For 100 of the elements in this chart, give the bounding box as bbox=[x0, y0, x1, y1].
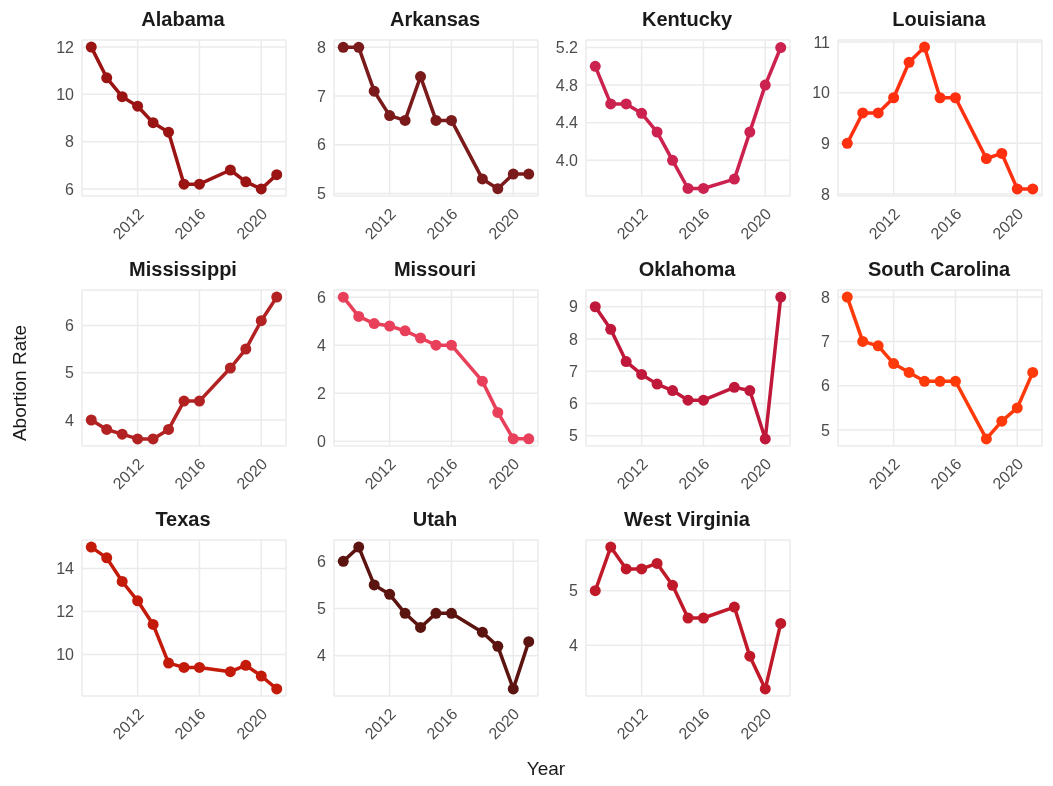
point bbox=[759, 79, 771, 91]
point bbox=[919, 375, 931, 387]
point bbox=[605, 323, 617, 335]
point bbox=[744, 385, 756, 397]
point bbox=[980, 433, 992, 445]
point bbox=[399, 114, 411, 126]
point bbox=[337, 41, 349, 53]
point bbox=[255, 670, 267, 682]
point bbox=[132, 100, 144, 112]
point bbox=[101, 552, 113, 564]
point bbox=[759, 433, 771, 445]
point bbox=[85, 41, 97, 53]
y-tick-label: 7 bbox=[569, 362, 579, 380]
chart-title: Texas bbox=[154, 508, 212, 532]
point bbox=[116, 428, 128, 440]
point bbox=[1027, 183, 1039, 195]
y-tick-label: 8 bbox=[569, 330, 579, 348]
point bbox=[728, 173, 740, 185]
point bbox=[996, 415, 1008, 427]
point bbox=[415, 332, 427, 344]
y-tick-label: 2 bbox=[317, 384, 327, 402]
point bbox=[651, 378, 663, 390]
point bbox=[697, 182, 709, 194]
point bbox=[224, 666, 236, 678]
y-tick-label: 8 bbox=[821, 185, 831, 203]
point bbox=[949, 375, 961, 387]
point bbox=[240, 343, 252, 355]
point bbox=[101, 72, 113, 84]
y-tick-label: 4 bbox=[65, 411, 75, 429]
y-tick-label: 6 bbox=[569, 395, 579, 413]
point bbox=[271, 169, 283, 181]
y-tick-label: 11 bbox=[813, 33, 831, 51]
point bbox=[934, 375, 946, 387]
point bbox=[116, 575, 128, 587]
point bbox=[728, 381, 740, 393]
y-tick-label: 8 bbox=[821, 288, 831, 306]
y-tick-label: 6 bbox=[317, 136, 327, 154]
point bbox=[337, 555, 349, 567]
point bbox=[240, 659, 252, 671]
point bbox=[445, 114, 457, 126]
y-tick-label: 9 bbox=[569, 298, 579, 316]
point bbox=[368, 579, 380, 591]
point bbox=[399, 325, 411, 337]
y-tick-label: 14 bbox=[56, 560, 75, 578]
point bbox=[728, 601, 740, 613]
y-tick-label: 4.0 bbox=[555, 151, 579, 169]
point bbox=[620, 563, 632, 575]
y-tick-label: 5 bbox=[569, 427, 579, 445]
point bbox=[415, 621, 427, 633]
point bbox=[523, 168, 535, 180]
point bbox=[368, 85, 380, 97]
point bbox=[697, 612, 709, 624]
y-tick-label: 6 bbox=[65, 317, 75, 335]
point bbox=[430, 114, 442, 126]
point bbox=[507, 683, 519, 695]
point bbox=[492, 183, 504, 195]
y-tick-label: 8 bbox=[65, 133, 75, 151]
point bbox=[337, 291, 349, 303]
chart-title: Alabama bbox=[140, 8, 226, 32]
point bbox=[476, 626, 488, 638]
y-tick-label: 5 bbox=[317, 185, 327, 203]
point bbox=[163, 126, 175, 138]
y-tick-label: 5.2 bbox=[555, 39, 579, 57]
point bbox=[775, 42, 787, 54]
point bbox=[178, 178, 190, 190]
point bbox=[492, 640, 504, 652]
point bbox=[636, 107, 648, 119]
point bbox=[872, 107, 884, 119]
point bbox=[919, 41, 931, 53]
point bbox=[430, 607, 442, 619]
chart-title: South Carolina bbox=[866, 258, 1012, 282]
point bbox=[507, 433, 519, 445]
point bbox=[744, 650, 756, 662]
y-tick-label: 6 bbox=[317, 288, 327, 306]
point bbox=[240, 176, 252, 188]
point bbox=[163, 657, 175, 669]
point bbox=[147, 433, 159, 445]
y-tick-label: 6 bbox=[317, 552, 327, 570]
point bbox=[1011, 402, 1023, 414]
point bbox=[903, 366, 915, 378]
point bbox=[1011, 183, 1023, 195]
y-tick-label: 5 bbox=[65, 364, 75, 382]
point bbox=[996, 147, 1008, 159]
point bbox=[857, 107, 869, 119]
point bbox=[667, 579, 679, 591]
point bbox=[651, 557, 663, 569]
point bbox=[620, 98, 632, 110]
point bbox=[255, 183, 267, 195]
point bbox=[857, 335, 869, 347]
point bbox=[445, 607, 457, 619]
chart-title: Utah bbox=[411, 508, 459, 532]
chart-title: Louisiana bbox=[891, 8, 987, 32]
point bbox=[368, 318, 380, 330]
y-axis-title: Abortion Rate bbox=[9, 324, 31, 442]
point bbox=[384, 588, 396, 600]
point bbox=[384, 320, 396, 332]
y-tick-label: 4 bbox=[317, 336, 327, 354]
y-tick-label: 10 bbox=[56, 86, 75, 104]
y-tick-label: 4 bbox=[317, 647, 327, 665]
point bbox=[193, 395, 205, 407]
